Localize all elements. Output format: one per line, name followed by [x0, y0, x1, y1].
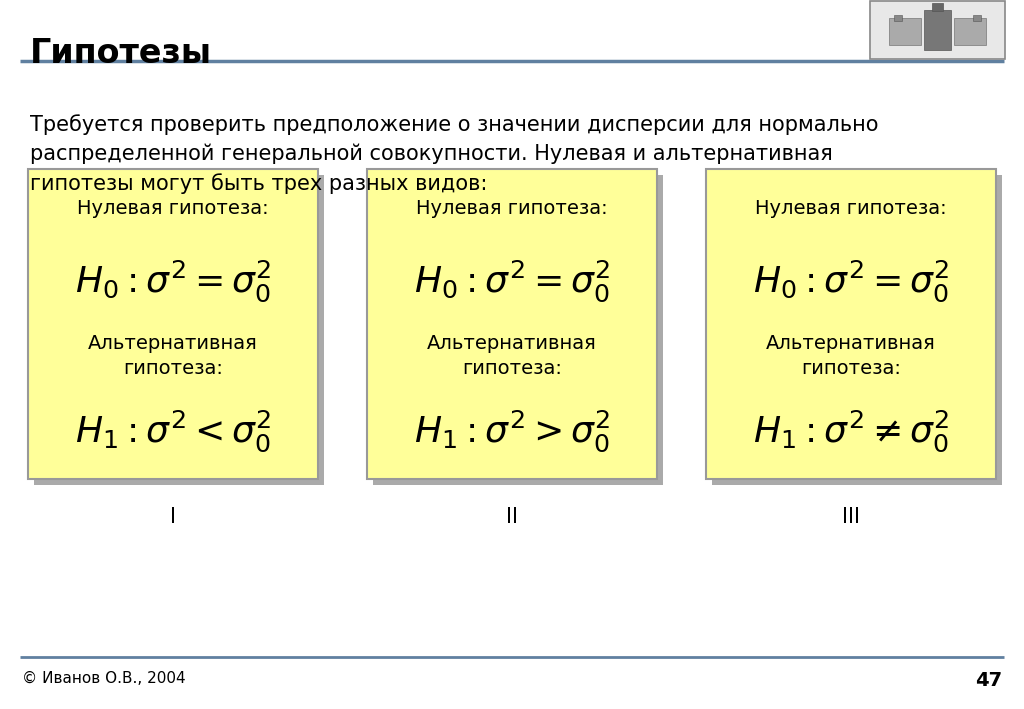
Text: Альтернативная
гипотеза:: Альтернативная гипотеза: [766, 334, 936, 378]
Text: © Иванов О.В., 2004: © Иванов О.В., 2004 [22, 671, 185, 686]
Text: Нулевая гипотеза:: Нулевая гипотеза: [755, 199, 947, 218]
Text: $H_0 : \sigma^2 = \sigma_0^2$: $H_0 : \sigma^2 = \sigma_0^2$ [414, 259, 610, 304]
Bar [712, 175, 1002, 485]
Bar [889, 18, 922, 45]
Text: Альтернативная
гипотеза:: Альтернативная гипотеза: [88, 334, 258, 378]
Text: II: II [506, 507, 518, 527]
Bar [953, 18, 986, 45]
Bar [924, 10, 951, 50]
Bar [28, 169, 318, 479]
Bar [973, 15, 981, 21]
Text: III: III [842, 507, 860, 527]
Bar [34, 175, 324, 485]
Text: Нулевая гипотеза:: Нулевая гипотеза: [416, 199, 608, 218]
Text: $H_1 : \sigma^2 > \sigma_0^2$: $H_1 : \sigma^2 > \sigma_0^2$ [414, 409, 610, 454]
Text: Нулевая гипотеза:: Нулевая гипотеза: [77, 199, 269, 218]
Text: $H_1 : \sigma^2 \neq \sigma_0^2$: $H_1 : \sigma^2 \neq \sigma_0^2$ [753, 409, 949, 454]
Bar [932, 4, 943, 11]
Text: $H_1 : \sigma^2 < \sigma_0^2$: $H_1 : \sigma^2 < \sigma_0^2$ [75, 409, 271, 454]
Text: $H_0 : \sigma^2 = \sigma_0^2$: $H_0 : \sigma^2 = \sigma_0^2$ [75, 259, 271, 304]
Bar [373, 175, 663, 485]
Bar [894, 15, 902, 21]
Bar [367, 169, 657, 479]
Text: 47: 47 [975, 671, 1002, 690]
Text: $H_0 : \sigma^2 = \sigma_0^2$: $H_0 : \sigma^2 = \sigma_0^2$ [753, 259, 949, 304]
Text: Требуется проверить предположение о значении дисперсии для нормально
распределен: Требуется проверить предположение о знач… [30, 114, 879, 194]
Text: Гипотезы: Гипотезы [30, 37, 212, 70]
Bar [870, 1, 1005, 59]
Text: Альтернативная
гипотеза:: Альтернативная гипотеза: [427, 334, 597, 378]
Text: I: I [170, 507, 176, 527]
Bar [706, 169, 996, 479]
